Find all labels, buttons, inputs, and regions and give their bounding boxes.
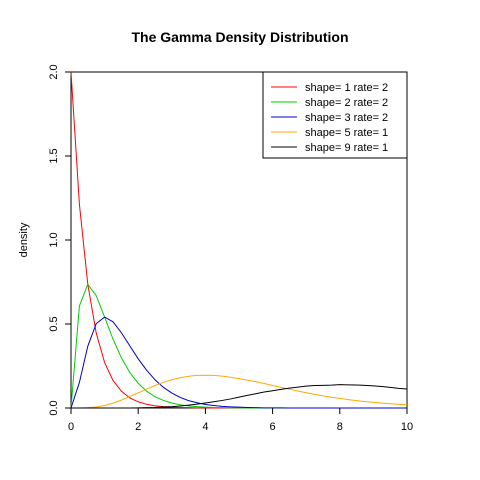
y-tick-label: 1.0: [48, 232, 60, 247]
legend: shape= 1 rate= 2 shape= 2 rate= 2 shape= 3…: [262, 71, 408, 159]
y-axis: 0.0 0.5 1.0 1.5 2.0: [48, 64, 71, 416]
legend-label-1: shape= 1 rate= 2: [305, 82, 388, 94]
series-line-5: [71, 384, 408, 409]
x-tick-label: 4: [202, 421, 208, 433]
legend-items: shape= 1 rate= 2 shape= 2 rate= 2 shape= 3…: [271, 82, 388, 154]
series-layer: [70, 71, 408, 409]
x-tick-label: 8: [337, 421, 343, 433]
y-tick-label: 0.0: [48, 400, 60, 415]
legend-box: [262, 71, 408, 159]
x-tick-label: 2: [135, 421, 141, 433]
y-axis-label: density: [18, 222, 30, 257]
x-tick-label: 10: [401, 421, 413, 433]
x-tick-label: 6: [270, 421, 276, 433]
legend-label-2: shape= 2 rate= 2: [305, 97, 388, 109]
series-line-3: [70, 316, 407, 409]
chart-title: The Gamma Density Distribution: [131, 29, 348, 45]
legend-label-4: shape= 5 rate= 1: [305, 127, 388, 139]
series-line-4: [71, 374, 408, 409]
y-tick-label: 1.5: [48, 148, 60, 163]
legend-label-3: shape= 3 rate= 2: [305, 112, 388, 124]
legend-label-5: shape= 9 rate= 1: [305, 142, 388, 154]
x-tick-label: 0: [68, 421, 74, 433]
y-tick-label: 0.5: [48, 316, 60, 331]
x-axis: 0 2 4 6 8 10: [68, 408, 413, 433]
y-tick-label: 2.0: [48, 64, 60, 79]
